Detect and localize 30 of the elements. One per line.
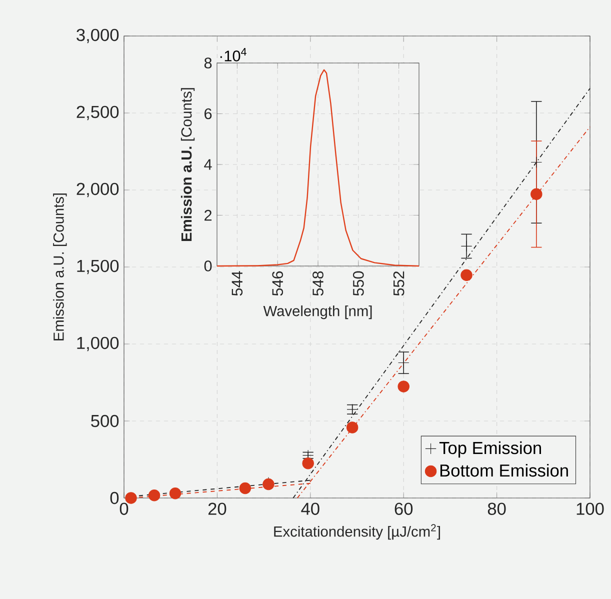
annotation: ·10$^{4}$ [220,48,246,62]
y-tick-label: 0 [204,260,212,272]
legend-label: Bottom Emission [440,464,568,477]
y-tick-label: 8 [204,58,212,68]
x-tick-label: 548 [312,271,324,296]
x-tick-label: 552 [393,271,404,296]
x-axis-title: Wavelength [nm] [263,305,372,320]
y-tick-label: 1,000 [77,336,119,352]
x-tick-label: 544 [232,271,243,296]
y-tick-label: 4 [204,159,212,170]
x-tick-label: 100 [576,502,604,515]
legend-label: Top Emission [439,441,541,458]
y-tick-label: 2 [204,210,212,221]
y-tick-label: 6 [204,108,212,120]
x-tick-label: 60 [394,502,413,515]
y-axis-title: Emission a.U. [Counts] [53,193,67,340]
x-tick-label: 40 [301,502,320,515]
y-tick-label: 500 [91,414,119,428]
y-axis-title: Emission a.U. [Counts] [180,88,195,241]
y-tick-label: 2,000 [76,182,119,198]
y-tick-label: 0 [110,492,119,504]
x-axis-title: Excitationdensity [µJ/cm$^{2}$] [274,524,440,540]
y-tick-label: 2,500 [76,106,119,120]
x-tick-label: 0 [120,502,128,515]
x-tick-label: 546 [272,271,284,296]
y-tick-label: 3,000 [76,28,119,44]
x-tick-label: 550 [352,271,364,296]
y-tick-label: 1,500 [77,260,119,274]
x-tick-label: 20 [208,502,226,515]
x-tick-label: 80 [488,502,506,515]
